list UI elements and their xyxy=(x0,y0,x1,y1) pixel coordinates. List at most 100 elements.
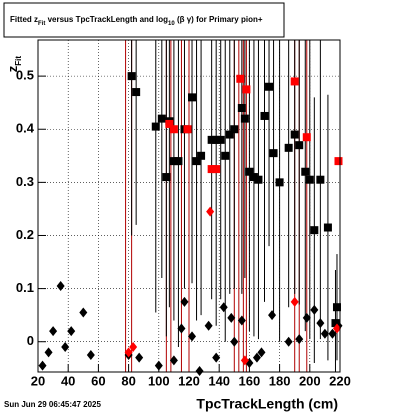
diamond-marker xyxy=(230,336,239,347)
square-marker xyxy=(302,133,311,142)
x-tick-label: 140 xyxy=(208,373,230,388)
y-tick-label: 0.2 xyxy=(16,227,34,242)
y-label-part: z xyxy=(5,65,20,72)
square-marker xyxy=(332,303,341,312)
diamond-marker xyxy=(195,365,204,376)
plot-area: 20 40 60 80 100 120 140 160 180 200 220 0 0.1 0.2 0.3 0… xyxy=(16,39,351,388)
square-marker xyxy=(207,165,216,174)
title-box xyxy=(3,2,285,38)
square-marker xyxy=(237,103,246,112)
square-marker xyxy=(183,125,192,134)
x-tick-label: 100 xyxy=(148,373,170,388)
square-marker xyxy=(254,175,263,184)
square-marker xyxy=(265,82,274,91)
diamond-marker xyxy=(284,336,293,347)
chart-title: Fitted zFit versus TpcTrackLength and lo… xyxy=(10,15,263,26)
diamond-marker xyxy=(79,307,88,318)
y-tick-label: 0.4 xyxy=(16,121,35,136)
square-marker xyxy=(245,167,254,176)
square-marker xyxy=(127,72,136,81)
square-marker xyxy=(165,119,174,128)
square-marker xyxy=(207,135,216,144)
diamond-marker xyxy=(302,312,311,323)
diamond-marker xyxy=(49,326,58,337)
diamond-marker xyxy=(86,350,95,361)
x-tick-label: 20 xyxy=(31,373,45,388)
x-tick-label: 60 xyxy=(91,373,105,388)
square-marker xyxy=(295,141,304,150)
x-tick-label: 200 xyxy=(299,373,321,388)
diamond-marker xyxy=(135,352,144,363)
square-marker xyxy=(290,77,299,86)
square-marker xyxy=(323,223,332,232)
square-marker xyxy=(310,226,319,235)
y-tick-label: 0.3 xyxy=(16,174,34,189)
y-tick-label: 0.5 xyxy=(16,68,34,83)
title-part: versus TpcTrackLength and log xyxy=(45,15,168,24)
square-marker xyxy=(236,74,245,83)
x-tick-label: 220 xyxy=(329,373,351,388)
square-marker xyxy=(275,178,284,187)
diamond-marker xyxy=(38,360,47,371)
square-marker xyxy=(331,319,340,328)
square-marker xyxy=(305,175,314,184)
x-axis-label: TpcTrackLength (cm) xyxy=(196,396,338,412)
title-part: Fitted z xyxy=(10,15,38,24)
x-tick-label: 160 xyxy=(239,373,261,388)
diamond-marker xyxy=(332,323,341,334)
square-marker xyxy=(301,167,310,176)
y-axis-label: zFit xyxy=(5,56,23,73)
square-marker xyxy=(162,173,171,182)
timestamp: Sun Jun 29 06:45:47 2025 xyxy=(4,400,101,409)
square-marker xyxy=(290,130,299,139)
square-marker xyxy=(157,114,166,123)
diamond-marker xyxy=(295,334,304,345)
square-marker xyxy=(230,125,239,134)
frame-border xyxy=(37,39,341,373)
square-marker xyxy=(212,165,221,174)
diamond-marker xyxy=(328,328,337,339)
y-label-part: Fit xyxy=(14,56,23,66)
y-tick-label: 0 xyxy=(27,333,34,348)
square-marker xyxy=(225,130,234,139)
diamond-marker xyxy=(206,206,215,217)
square-marker xyxy=(249,173,258,182)
x-tick-label: 40 xyxy=(61,373,75,388)
diamond-marker xyxy=(169,355,178,366)
diamond-marker xyxy=(204,320,213,331)
diamond-marker xyxy=(177,323,186,334)
diamond-marker xyxy=(212,352,221,363)
square-marker xyxy=(334,157,343,166)
diamond-marker xyxy=(180,296,189,307)
diamond-marker xyxy=(227,312,236,323)
diamond-marker xyxy=(252,352,261,363)
square-marker xyxy=(316,175,325,184)
diamond-marker xyxy=(154,360,163,371)
square-marker xyxy=(174,157,183,166)
square-marker xyxy=(197,151,206,160)
y-tick-label: 0.1 xyxy=(16,280,34,295)
square-marker xyxy=(242,85,251,94)
square-marker xyxy=(221,151,230,160)
x-tick-label: 180 xyxy=(269,373,291,388)
square-marker xyxy=(216,135,225,144)
square-marker xyxy=(188,93,197,102)
diamond-marker xyxy=(129,342,138,353)
diamond-marker xyxy=(240,355,249,366)
title-part: (β γ) for Primary pion+ xyxy=(175,15,263,24)
square-marker xyxy=(284,143,293,152)
diamond-marker xyxy=(219,302,228,313)
x-tick-label: 120 xyxy=(178,373,200,388)
diamond-marker xyxy=(310,304,319,315)
diamond-marker xyxy=(316,318,325,329)
diamond-marker xyxy=(61,342,70,353)
diamond-marker xyxy=(290,296,299,307)
square-marker xyxy=(169,157,178,166)
diamond-marker xyxy=(320,328,329,339)
square-marker xyxy=(260,111,269,120)
title-part: Fit xyxy=(38,21,45,27)
square-marker xyxy=(240,114,249,123)
diamond-marker xyxy=(124,347,133,358)
diamond-marker xyxy=(56,280,65,291)
square-marker xyxy=(151,122,160,131)
